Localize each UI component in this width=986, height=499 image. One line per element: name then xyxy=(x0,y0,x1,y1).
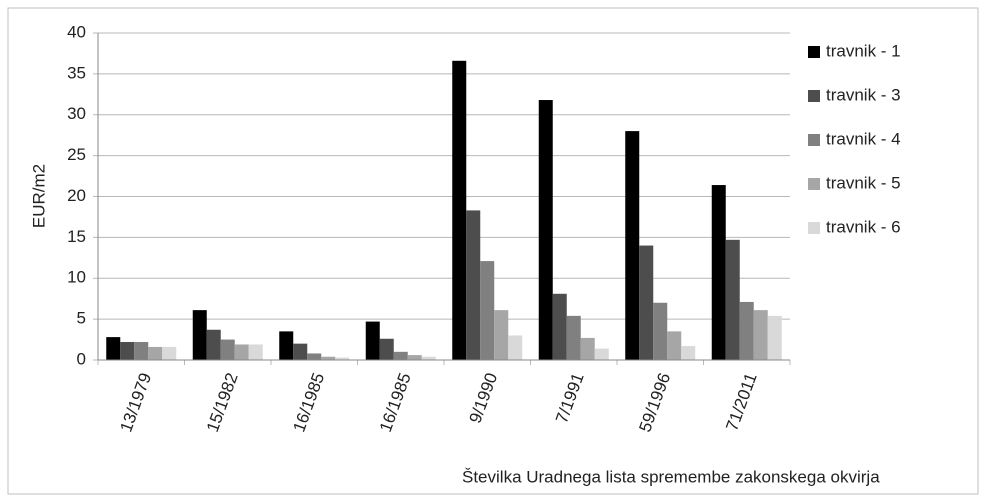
y-axis-label: EUR/m2 xyxy=(29,164,48,228)
bar xyxy=(134,342,149,360)
bar xyxy=(407,355,422,360)
legend-swatch xyxy=(808,46,820,58)
bar xyxy=(681,346,696,360)
y-tick-label: 30 xyxy=(67,104,86,123)
y-tick-label: 40 xyxy=(67,22,86,41)
bar xyxy=(148,346,163,360)
y-tick-label: 5 xyxy=(77,309,86,328)
bar xyxy=(206,329,221,360)
bar xyxy=(162,346,177,360)
bar xyxy=(466,210,481,360)
bar xyxy=(106,337,121,360)
bar xyxy=(653,302,668,360)
bar xyxy=(594,348,609,360)
legend-swatch xyxy=(808,222,820,234)
legend-swatch xyxy=(808,178,820,190)
y-tick-label: 35 xyxy=(67,63,86,82)
bar xyxy=(711,185,726,360)
bar xyxy=(667,331,682,360)
y-tick-label: 10 xyxy=(67,268,86,287)
legend-label: travnik - 1 xyxy=(826,41,901,60)
legend-swatch xyxy=(808,134,820,146)
legend-swatch xyxy=(808,90,820,102)
x-axis-label: Številka Uradnega lista spremembe zakons… xyxy=(462,467,880,486)
bar xyxy=(279,331,294,360)
bar xyxy=(321,356,336,360)
bar xyxy=(580,337,595,360)
bar xyxy=(293,343,308,360)
bar xyxy=(725,239,740,360)
bar xyxy=(234,344,249,360)
legend-label: travnik - 4 xyxy=(826,129,901,148)
y-tick-label: 15 xyxy=(67,227,86,246)
legend-label: travnik - 6 xyxy=(826,217,901,236)
y-tick-label: 25 xyxy=(67,145,86,164)
bar xyxy=(552,293,567,360)
bar xyxy=(248,344,263,360)
y-tick-label: 20 xyxy=(67,186,86,205)
bar xyxy=(767,315,782,360)
bar xyxy=(335,357,350,360)
bar xyxy=(625,131,640,360)
y-tick-label: 0 xyxy=(77,349,86,368)
bar xyxy=(365,321,380,360)
bar xyxy=(452,60,467,361)
bar xyxy=(192,310,207,360)
bar xyxy=(220,339,235,360)
bar xyxy=(120,342,135,360)
bar xyxy=(508,335,523,360)
legend-label: travnik - 5 xyxy=(826,173,901,192)
bar xyxy=(566,315,581,360)
bar xyxy=(421,356,436,360)
bar xyxy=(753,310,768,360)
bar xyxy=(379,338,394,360)
bar xyxy=(480,261,495,360)
bar xyxy=(393,351,408,360)
chart-border xyxy=(7,7,979,495)
bar xyxy=(739,301,754,360)
bar xyxy=(307,353,322,360)
legend-label: travnik - 3 xyxy=(826,85,901,104)
bar xyxy=(639,245,654,360)
bar xyxy=(494,310,509,360)
bar xyxy=(538,100,553,360)
